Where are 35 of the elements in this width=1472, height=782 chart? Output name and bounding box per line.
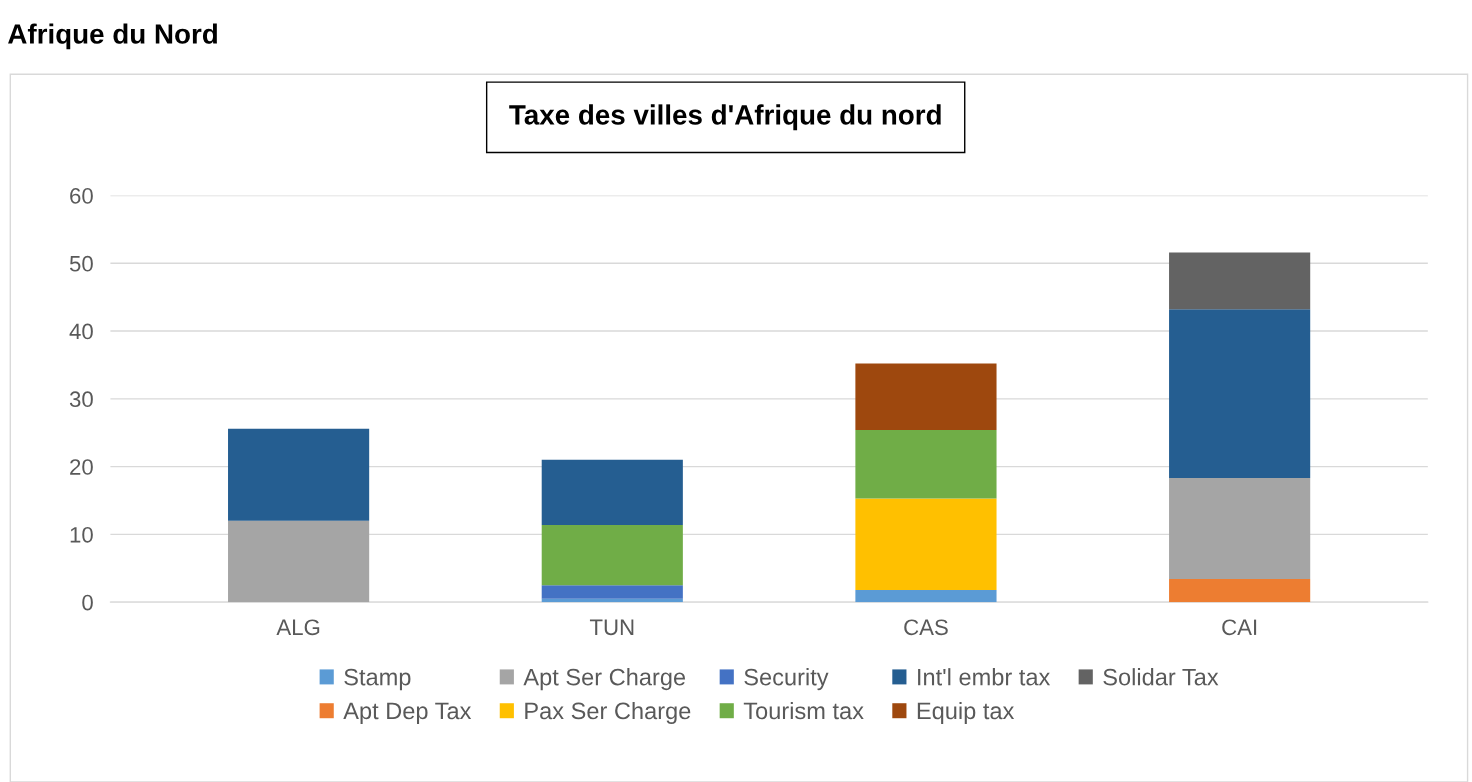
bar: [855, 430, 997, 499]
bar: [1169, 579, 1311, 603]
bar: [1169, 478, 1311, 580]
chart-subtitle: Afrique du Nord: [8, 23, 217, 50]
legend-label: Solidar Tax: [1103, 668, 1219, 686]
x-tick-label: ALG: [276, 619, 320, 636]
bar: [855, 363, 997, 430]
bar: [855, 589, 997, 603]
y-tick-label: 10: [70, 526, 93, 543]
bar: [1169, 252, 1311, 310]
legend-label: Apt Ser Charge: [523, 668, 686, 691]
bar: [855, 498, 997, 590]
bar: [228, 428, 370, 521]
legend-label: Pax Ser Charge: [525, 701, 691, 724]
legend-label: Int'l embr tax: [918, 668, 1051, 686]
y-tick-label: 40: [69, 323, 93, 340]
bar: [228, 520, 370, 603]
y-tick-label: 20: [70, 459, 93, 475]
bar: [1169, 309, 1311, 479]
bar: [541, 459, 683, 525]
legend-label: Security: [744, 668, 829, 691]
legend-label: Equip tax: [917, 701, 1015, 724]
y-tick-label: 0: [82, 594, 93, 611]
legend-label: Tourism tax: [743, 701, 864, 720]
x-tick-label: TUN: [589, 619, 634, 636]
y-tick-label: 60: [70, 188, 93, 204]
x-tick-label: CAI: [1222, 619, 1257, 636]
legend-label: Apt Dep Tax: [343, 702, 472, 724]
bar: [541, 524, 683, 586]
chart-title: Taxe des villes d'Afrique du nord: [509, 104, 941, 131]
x-tick-label: CAS: [904, 619, 948, 636]
y-tick-label: 50: [69, 255, 93, 272]
y-tick-label: 30: [69, 391, 93, 408]
bar: [541, 585, 683, 599]
legend-label: Stamp: [344, 668, 411, 691]
